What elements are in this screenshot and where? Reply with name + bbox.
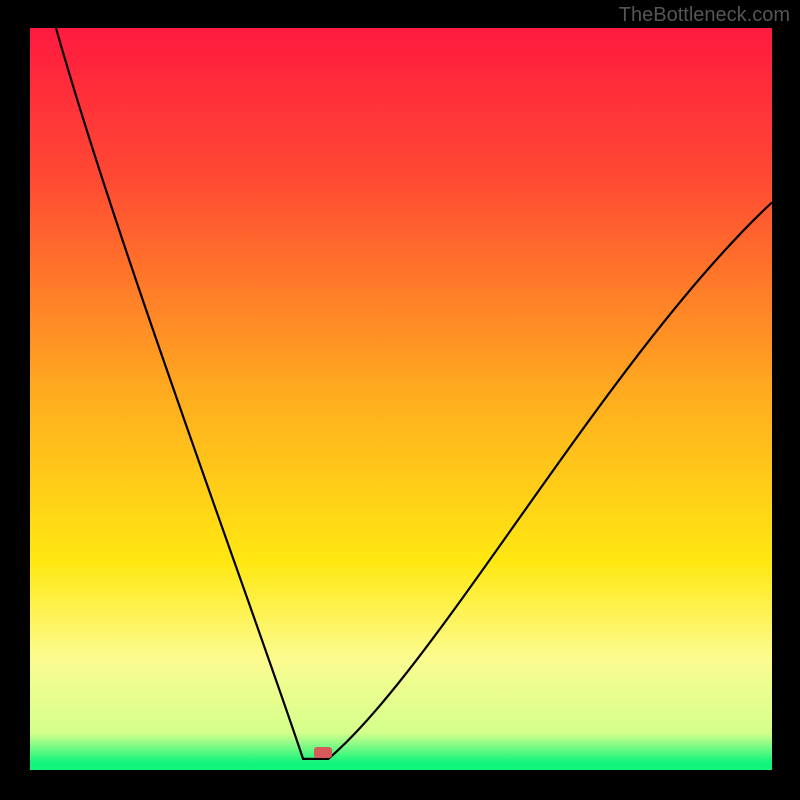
gradient-plot-area [30, 28, 772, 770]
watermark-text: TheBottleneck.com [619, 4, 790, 27]
vertex-marker [314, 747, 332, 758]
bottleneck-curve [30, 28, 772, 770]
